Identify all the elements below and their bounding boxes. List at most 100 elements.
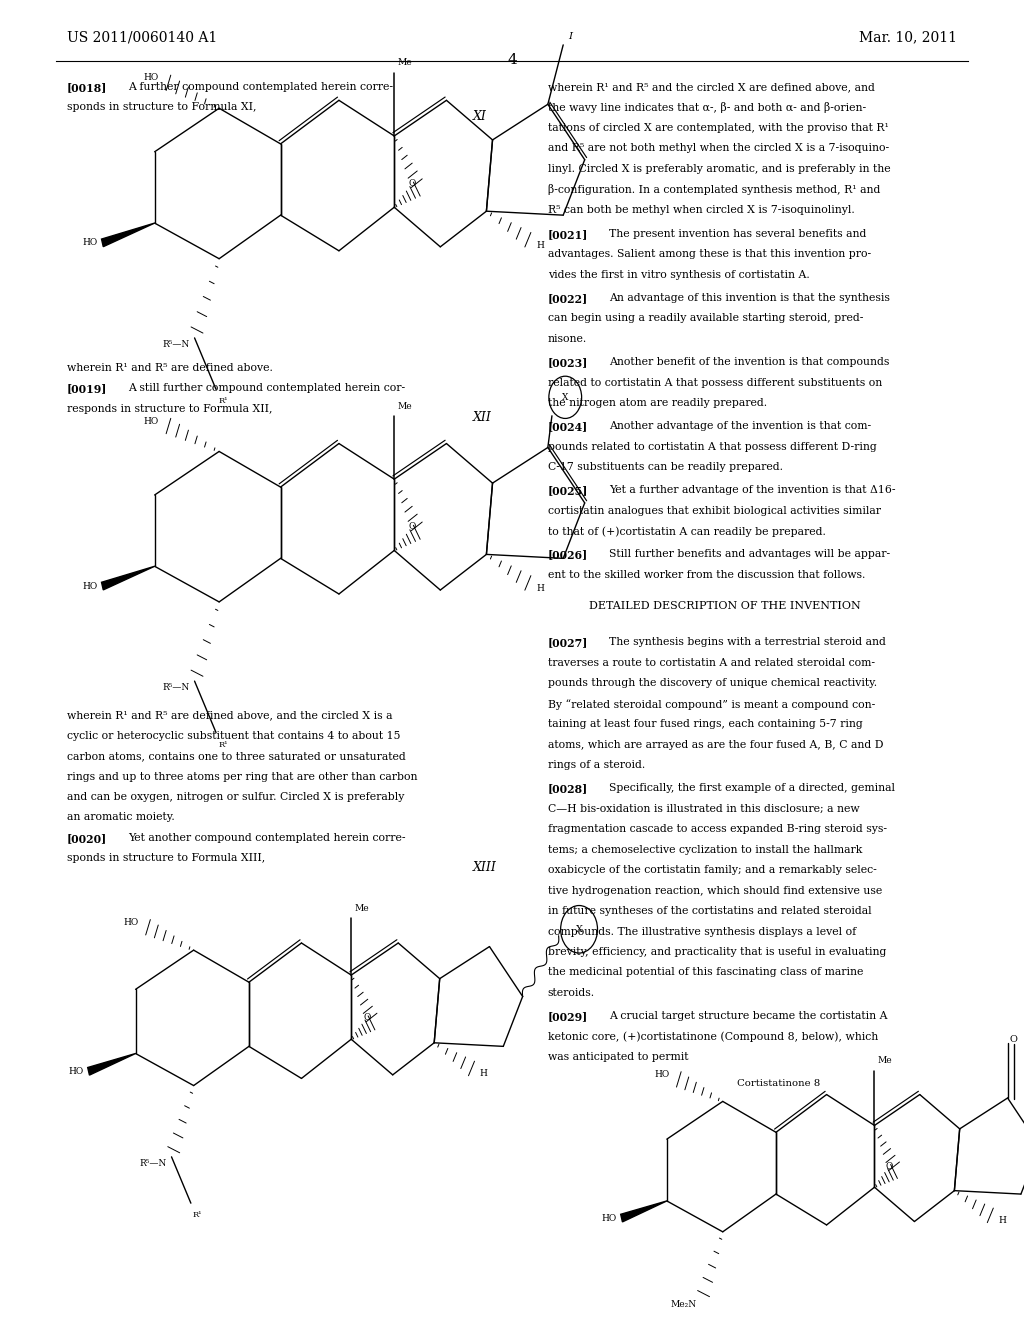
Text: and can be oxygen, nitrogen or sulfur. Circled X is preferably: and can be oxygen, nitrogen or sulfur. C… bbox=[67, 792, 403, 803]
Text: [0029]: [0029] bbox=[548, 1011, 588, 1022]
Text: HO: HO bbox=[654, 1071, 670, 1080]
Text: responds in structure to Formula XII,: responds in structure to Formula XII, bbox=[67, 404, 272, 414]
Text: Another advantage of the invention is that com-: Another advantage of the invention is th… bbox=[609, 421, 871, 432]
Text: Cortistatinone 8: Cortistatinone 8 bbox=[737, 1078, 820, 1088]
Text: Mar. 10, 2011: Mar. 10, 2011 bbox=[859, 30, 957, 45]
Text: steroids.: steroids. bbox=[548, 987, 595, 998]
Text: O: O bbox=[886, 1162, 893, 1171]
Text: fragmentation cascade to access expanded B-ring steroid sys-: fragmentation cascade to access expanded… bbox=[548, 824, 887, 834]
Text: tations of circled X are contemplated, with the proviso that R¹: tations of circled X are contemplated, w… bbox=[548, 123, 889, 133]
Text: HO: HO bbox=[601, 1213, 616, 1222]
Text: the medicinal potential of this fascinating class of marine: the medicinal potential of this fascinat… bbox=[548, 968, 863, 977]
Text: ketonic core, (+)cortistatinone (Compound 8, below), which: ketonic core, (+)cortistatinone (Compoun… bbox=[548, 1031, 879, 1041]
Text: R⁵—N: R⁵—N bbox=[139, 1159, 166, 1168]
Text: HO: HO bbox=[143, 417, 159, 425]
Text: the wavy line indicates that α-, β- and both α- and β-orien-: the wavy line indicates that α-, β- and … bbox=[548, 103, 866, 114]
Text: cortistatin analogues that exhibit biological activities similar: cortistatin analogues that exhibit biolo… bbox=[548, 506, 881, 516]
Text: tive hydrogenation reaction, which should find extensive use: tive hydrogenation reaction, which shoul… bbox=[548, 886, 882, 895]
Text: related to cortistatin A that possess different substituents on: related to cortistatin A that possess di… bbox=[548, 378, 882, 388]
Text: R¹: R¹ bbox=[218, 397, 227, 405]
Text: was anticipated to permit: was anticipated to permit bbox=[548, 1052, 688, 1061]
Text: Still further benefits and advantages will be appar-: Still further benefits and advantages wi… bbox=[609, 549, 891, 560]
Text: in future syntheses of the cortistatins and related steroidal: in future syntheses of the cortistatins … bbox=[548, 906, 871, 916]
Text: [0021]: [0021] bbox=[548, 228, 588, 240]
Text: wherein R¹ and R⁵ and the circled X are defined above, and: wherein R¹ and R⁵ and the circled X are … bbox=[548, 82, 874, 92]
Text: XI: XI bbox=[473, 110, 487, 123]
Text: A still further compound contemplated herein cor-: A still further compound contemplated he… bbox=[128, 383, 406, 393]
Polygon shape bbox=[101, 223, 155, 247]
Text: A crucial target structure became the cortistatin A: A crucial target structure became the co… bbox=[609, 1011, 888, 1020]
Text: atoms, which are arrayed as are the four fused A, B, C and D: atoms, which are arrayed as are the four… bbox=[548, 739, 884, 750]
Text: wherein R¹ and R⁵ are defined above, and the circled X is a: wherein R¹ and R⁵ are defined above, and… bbox=[67, 710, 392, 721]
Text: [0025]: [0025] bbox=[548, 484, 588, 496]
Text: cyclic or heterocyclic substituent that contains 4 to about 15: cyclic or heterocyclic substituent that … bbox=[67, 731, 400, 741]
Text: C—H bis-oxidation is illustrated in this disclosure; a new: C—H bis-oxidation is illustrated in this… bbox=[548, 804, 859, 813]
Text: Yet another compound contemplated herein corre-: Yet another compound contemplated herein… bbox=[128, 833, 406, 843]
Text: rings of a steroid.: rings of a steroid. bbox=[548, 760, 645, 770]
Text: wherein R¹ and R⁵ are defined above.: wherein R¹ and R⁵ are defined above. bbox=[67, 363, 272, 374]
Text: [0018]: [0018] bbox=[67, 82, 106, 92]
Polygon shape bbox=[621, 1201, 667, 1222]
Text: R⁵ can both be methyl when circled X is 7-isoquinolinyl.: R⁵ can both be methyl when circled X is … bbox=[548, 205, 855, 215]
Text: compounds. The illustrative synthesis displays a level of: compounds. The illustrative synthesis di… bbox=[548, 927, 856, 936]
Text: Me: Me bbox=[397, 58, 412, 67]
Text: H: H bbox=[479, 1069, 487, 1078]
Text: Me₂N: Me₂N bbox=[670, 1300, 696, 1309]
Text: R⁵—N: R⁵—N bbox=[162, 341, 189, 348]
Text: HO: HO bbox=[143, 74, 159, 82]
Text: An advantage of this invention is that the synthesis: An advantage of this invention is that t… bbox=[609, 293, 890, 304]
Text: R¹: R¹ bbox=[218, 741, 227, 748]
Text: The present invention has several benefits and: The present invention has several benefi… bbox=[609, 228, 866, 239]
Text: brevity, efficiency, and practicality that is useful in evaluating: brevity, efficiency, and practicality th… bbox=[548, 946, 886, 957]
Text: O: O bbox=[409, 523, 417, 531]
Text: A further compound contemplated herein corre-: A further compound contemplated herein c… bbox=[128, 82, 393, 92]
Text: HO: HO bbox=[69, 1067, 83, 1076]
Text: vides the first in vitro synthesis of cortistatin A.: vides the first in vitro synthesis of co… bbox=[548, 269, 810, 280]
Text: can begin using a readily available starting steroid, pred-: can begin using a readily available star… bbox=[548, 313, 863, 323]
Text: an aromatic moiety.: an aromatic moiety. bbox=[67, 813, 174, 822]
Text: Me: Me bbox=[878, 1056, 892, 1065]
Text: [0023]: [0023] bbox=[548, 356, 588, 368]
Text: H: H bbox=[537, 242, 545, 249]
Text: C-17 substituents can be readily prepared.: C-17 substituents can be readily prepare… bbox=[548, 462, 782, 473]
Text: [0022]: [0022] bbox=[548, 293, 588, 304]
Text: pounds through the discovery of unique chemical reactivity.: pounds through the discovery of unique c… bbox=[548, 678, 877, 688]
Text: R⁵—N: R⁵—N bbox=[162, 684, 189, 692]
Text: XIII: XIII bbox=[473, 861, 497, 874]
Text: β-configuration. In a contemplated synthesis method, R¹ and: β-configuration. In a contemplated synth… bbox=[548, 183, 881, 195]
Text: carbon atoms, contains one to three saturated or unsaturated: carbon atoms, contains one to three satu… bbox=[67, 751, 406, 762]
Text: Me: Me bbox=[354, 904, 369, 913]
Text: X: X bbox=[562, 393, 568, 401]
Text: By “related steroidal compound” is meant a compound con-: By “related steroidal compound” is meant… bbox=[548, 698, 876, 710]
Text: Specifically, the first example of a directed, geminal: Specifically, the first example of a dir… bbox=[609, 783, 895, 793]
Text: advantages. Salient among these is that this invention pro-: advantages. Salient among these is that … bbox=[548, 249, 871, 260]
Text: R¹: R¹ bbox=[193, 1212, 203, 1220]
Text: nisone.: nisone. bbox=[548, 334, 587, 345]
Text: Me: Me bbox=[397, 401, 412, 411]
Text: HO: HO bbox=[82, 239, 97, 247]
Text: the nitrogen atom are readily prepared.: the nitrogen atom are readily prepared. bbox=[548, 397, 767, 408]
Text: [0026]: [0026] bbox=[548, 549, 588, 560]
Text: HO: HO bbox=[82, 582, 97, 590]
Text: linyl. Circled X is preferably aromatic, and is preferably in the: linyl. Circled X is preferably aromatic,… bbox=[548, 164, 891, 174]
Text: XII: XII bbox=[473, 411, 492, 424]
Text: The synthesis begins with a terrestrial steroid and: The synthesis begins with a terrestrial … bbox=[609, 638, 886, 647]
Text: X: X bbox=[575, 925, 583, 933]
Text: traverses a route to cortistatin A and related steroidal com-: traverses a route to cortistatin A and r… bbox=[548, 657, 874, 668]
Text: to that of (+)cortistatin A can readily be prepared.: to that of (+)cortistatin A can readily … bbox=[548, 525, 825, 537]
Text: taining at least four fused rings, each containing 5-7 ring: taining at least four fused rings, each … bbox=[548, 719, 862, 729]
Text: Another benefit of the invention is that compounds: Another benefit of the invention is that… bbox=[609, 356, 890, 367]
Text: [0028]: [0028] bbox=[548, 783, 588, 795]
Text: sponds in structure to Formula XI,: sponds in structure to Formula XI, bbox=[67, 103, 256, 112]
Text: rings and up to three atoms per ring that are other than carbon: rings and up to three atoms per ring tha… bbox=[67, 771, 417, 781]
Text: [0024]: [0024] bbox=[548, 421, 588, 432]
Polygon shape bbox=[101, 566, 155, 590]
Text: O: O bbox=[364, 1012, 371, 1022]
Text: H: H bbox=[998, 1216, 1007, 1225]
Text: O: O bbox=[1010, 1035, 1018, 1044]
Text: tems; a chemoselective cyclization to install the hallmark: tems; a chemoselective cyclization to in… bbox=[548, 845, 862, 854]
Text: 4: 4 bbox=[507, 53, 517, 67]
Text: US 2011/0060140 A1: US 2011/0060140 A1 bbox=[67, 30, 217, 45]
Text: [0019]: [0019] bbox=[67, 383, 106, 395]
Text: and R⁵ are not both methyl when the circled X is a 7-isoquino-: and R⁵ are not both methyl when the circ… bbox=[548, 143, 889, 153]
